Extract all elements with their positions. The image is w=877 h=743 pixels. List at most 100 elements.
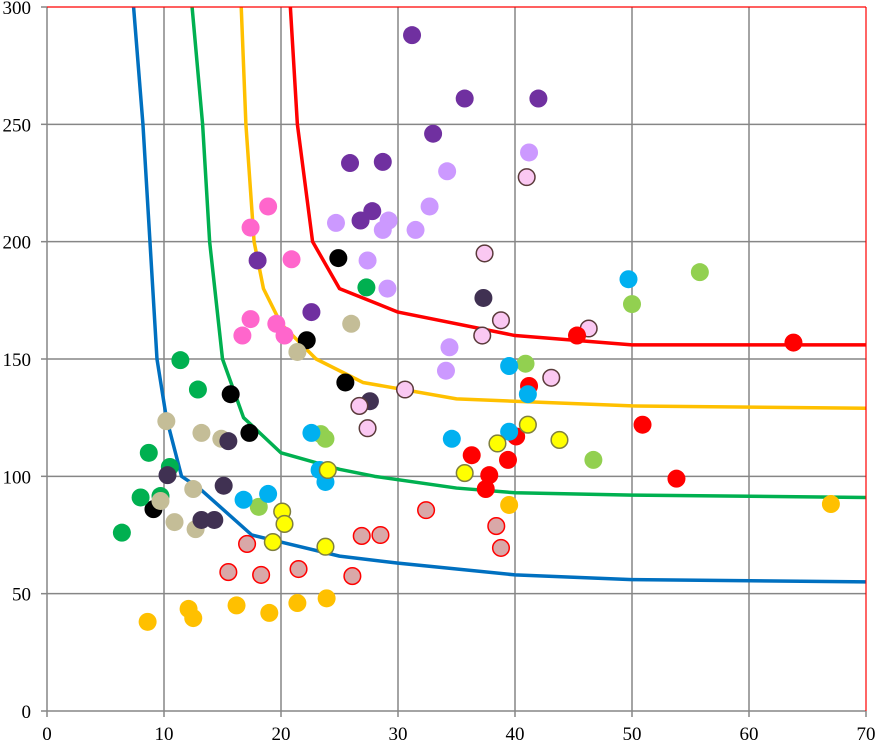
data-point — [488, 434, 507, 453]
data-point — [192, 423, 211, 442]
data-point — [417, 501, 436, 520]
data-point — [395, 380, 415, 399]
data-point — [302, 303, 321, 322]
data-point — [221, 385, 240, 404]
data-point — [343, 567, 362, 586]
data-point — [227, 596, 246, 615]
x-tick-label: 0 — [42, 724, 52, 743]
data-point — [302, 423, 321, 442]
x-tick-label: 50 — [623, 724, 642, 743]
data-point — [475, 244, 494, 263]
data-point — [440, 338, 459, 357]
data-point — [214, 476, 233, 495]
data-point — [240, 423, 259, 442]
data-point — [275, 326, 294, 345]
data-point — [473, 326, 492, 345]
data-point — [403, 26, 422, 45]
y-tick-label: 250 — [3, 115, 32, 136]
data-point — [259, 197, 278, 216]
x-tick-label: 40 — [506, 724, 525, 743]
data-point — [371, 525, 390, 545]
data-point — [529, 89, 548, 108]
data-point — [619, 270, 638, 289]
data-point — [550, 430, 569, 450]
curve-line — [288, 6, 866, 347]
data-point — [373, 220, 392, 239]
data-point — [112, 523, 131, 542]
data-point — [821, 495, 840, 514]
data-point — [357, 278, 376, 297]
data-point — [316, 429, 335, 448]
x-tick-label: 70 — [857, 724, 876, 743]
data-point — [260, 603, 279, 622]
data-point — [157, 412, 176, 431]
data-point — [336, 373, 355, 392]
data-point — [516, 354, 535, 373]
curve-line — [239, 6, 867, 411]
data-point — [158, 466, 177, 485]
data-point — [131, 488, 150, 507]
data-point — [316, 537, 335, 556]
data-point — [241, 218, 260, 237]
gridlines — [47, 7, 866, 711]
data-point — [219, 563, 238, 582]
data-point — [518, 415, 537, 434]
data-point — [288, 594, 307, 613]
y-tick-label: 50 — [12, 585, 31, 606]
data-point — [633, 415, 652, 434]
data-point — [318, 460, 337, 480]
data-point — [584, 450, 603, 469]
x-tick-label: 60 — [740, 724, 759, 743]
data-point — [358, 419, 377, 438]
data-point — [252, 565, 271, 584]
data-point — [491, 538, 511, 557]
data-point — [288, 342, 307, 361]
y-tick-label: 200 — [3, 233, 32, 254]
data-point — [491, 311, 511, 330]
data-point — [317, 589, 336, 608]
data-point — [238, 534, 257, 553]
data-point — [667, 469, 686, 488]
data-point — [518, 385, 537, 404]
data-point — [406, 220, 425, 239]
data-point — [205, 510, 224, 529]
data-point — [520, 143, 539, 162]
data-point — [219, 432, 238, 451]
data-point — [259, 484, 278, 503]
data-point — [784, 333, 803, 352]
data-point — [326, 213, 345, 232]
data-point — [373, 152, 392, 171]
data-point — [341, 154, 360, 173]
data-point — [358, 251, 377, 270]
axes: 0 10 20 30 40 50 60 70 0 50 100 150 200 250 300 — [3, 0, 876, 743]
data-point — [234, 490, 253, 509]
data-point — [241, 310, 260, 329]
data-point — [342, 314, 361, 333]
data-point — [436, 361, 455, 380]
data-point — [474, 288, 493, 307]
data-point — [329, 249, 348, 268]
y-tick-label: 150 — [3, 350, 32, 371]
data-point — [249, 497, 268, 516]
data-point — [275, 514, 294, 534]
y-tick-label: 100 — [3, 467, 32, 488]
data-point — [442, 429, 461, 448]
x-tick-label: 30 — [389, 724, 408, 743]
data-point — [184, 480, 203, 499]
data-point — [188, 380, 207, 399]
data-point — [233, 326, 252, 345]
data-point — [282, 250, 301, 269]
data-point — [455, 463, 474, 483]
data-point — [165, 513, 184, 532]
data-point — [438, 162, 457, 181]
data-point — [455, 89, 474, 108]
data-point — [498, 450, 517, 469]
data-point — [350, 396, 369, 415]
data-point — [263, 532, 282, 552]
data-point — [352, 526, 371, 545]
curve-line — [190, 6, 867, 500]
y-tick-label: 0 — [22, 702, 32, 723]
x-tick-label: 20 — [272, 724, 291, 743]
data-point — [192, 510, 211, 529]
